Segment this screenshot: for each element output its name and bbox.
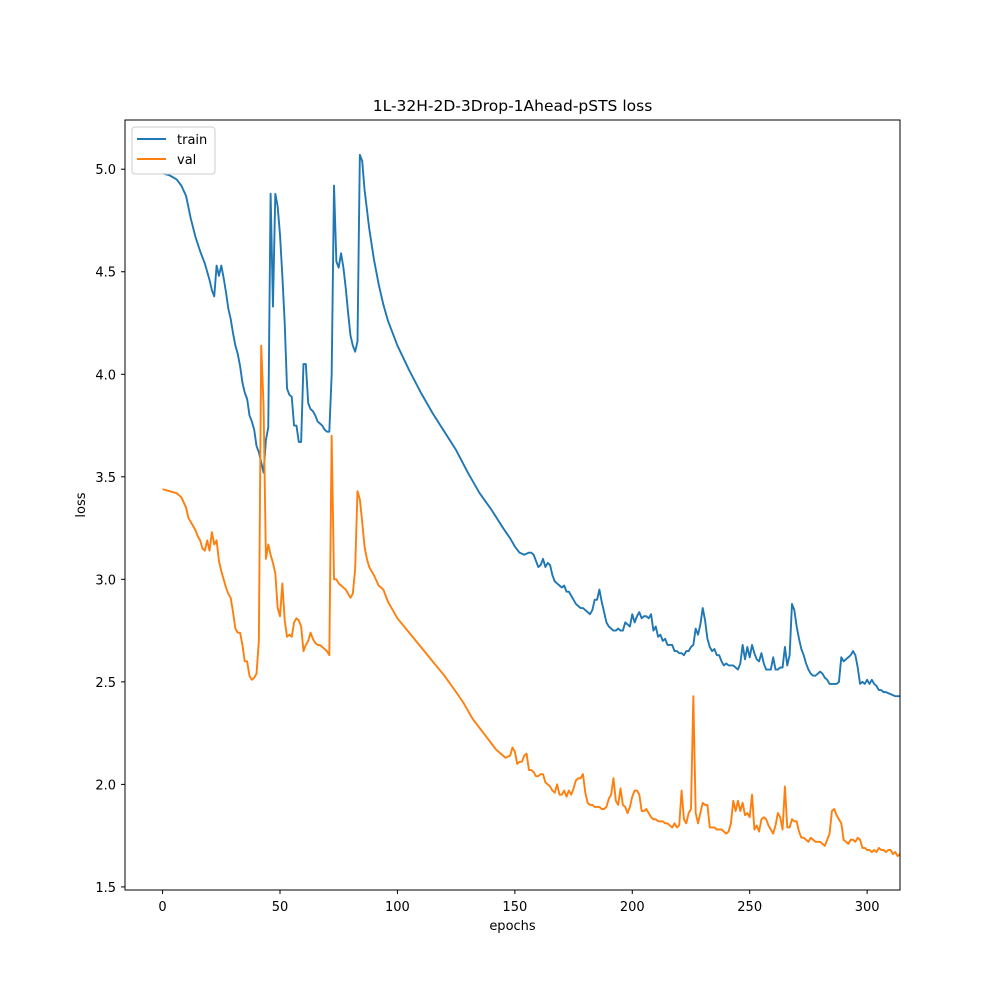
y-tick-label: 2.5 [95,676,116,691]
y-tick-label: 1.5 [95,881,116,896]
legend-label-val: val [177,153,196,168]
y-tick-label: 3.5 [95,471,116,486]
plot-area [162,153,901,858]
y-tick-label: 2.0 [95,778,116,793]
series-line-val [162,344,901,858]
legend-label-train: train [177,133,207,148]
x-tick-label: 250 [737,900,762,915]
y-tick-label: 3.0 [95,573,116,588]
x-tick-label: 0 [158,900,166,915]
x-axis-label: epochs [489,919,536,934]
y-tick-label: 4.5 [95,266,116,281]
y-axis-ticks: 1.5 2.0 2.5 3.0 3.5 4.0 4.5 5.0 [95,163,125,896]
y-tick-label: 5.0 [95,163,116,178]
x-tick-label: 200 [620,900,645,915]
x-tick-label: 100 [385,900,410,915]
chart-title: 1L-32H-2D-3Drop-1Ahead-pSTS loss [373,97,653,115]
x-tick-label: 50 [272,900,289,915]
y-tick-label: 4.0 [95,368,116,383]
x-tick-label: 150 [502,900,527,915]
x-tick-label: 300 [855,900,880,915]
y-axis-label: loss [74,492,89,517]
axes-frame [124,119,901,891]
x-axis-ticks: 0 50 100 150 200 250 300 [158,890,880,915]
series-line-train [162,153,900,698]
legend: train val [131,126,216,175]
